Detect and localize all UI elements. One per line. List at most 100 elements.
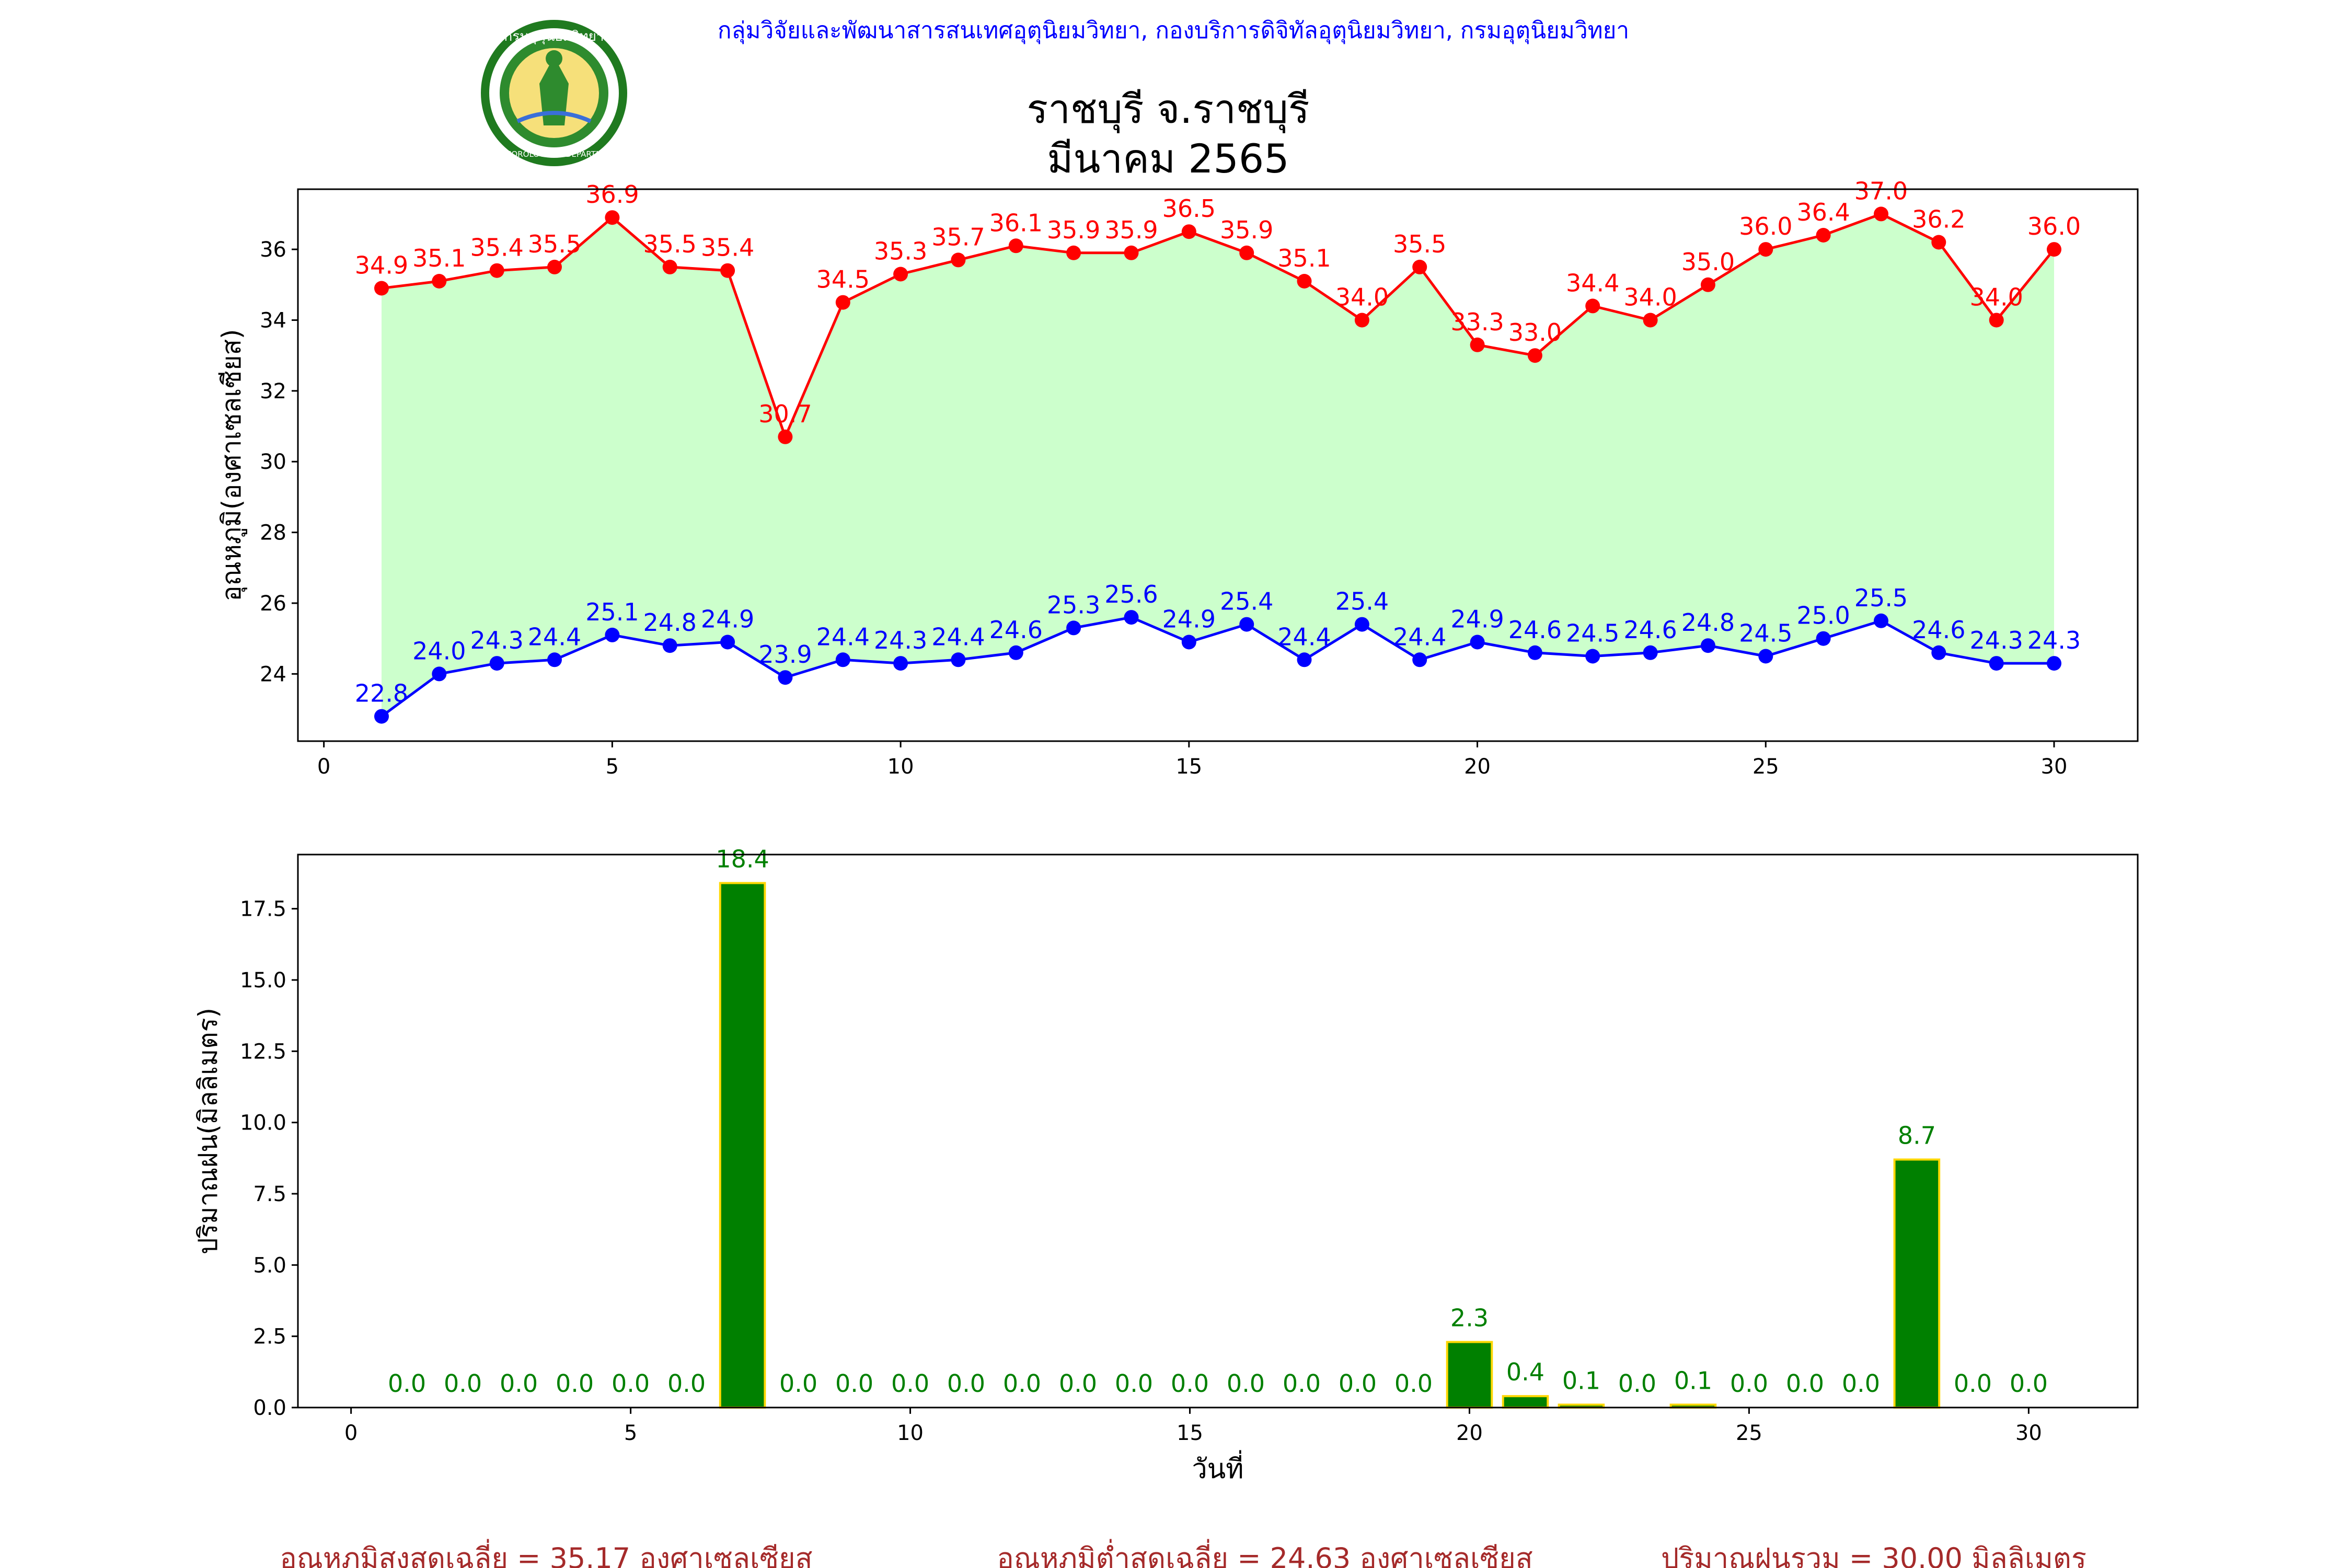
min-temperature-label: 24.8: [643, 608, 696, 637]
max-temperature-point: [1354, 313, 1369, 328]
rainfall-bar: [1502, 1395, 1549, 1409]
temperature-plot-frame: [297, 188, 2139, 742]
max-temperature-point: [1758, 242, 1773, 257]
max-temperature-label: 35.5: [528, 230, 581, 258]
temperature-y-tick-label: 28: [260, 521, 286, 545]
min-temperature-point: [778, 670, 793, 685]
min-temperature-point: [1816, 631, 1831, 646]
max-temperature-point: [1989, 313, 2004, 328]
rainfall-y-tick-label: 12.5: [240, 1040, 286, 1064]
max-temperature-point: [778, 429, 793, 444]
temperature-x-tick-label: 0: [317, 755, 330, 779]
min-temperature-label: 25.6: [1104, 580, 1158, 608]
min-temperature-point: [1931, 645, 1946, 660]
rainfall-chart: 0.0 0.0 0.0 0.0 0.0 0.0 18.4 0.0 0.0 0.0 0.0 0.0 0.0…: [193, 845, 2139, 1485]
max-temperature-label: 35.1: [1277, 244, 1331, 272]
max-temperature-label: 33.3: [1450, 308, 1504, 336]
rainfall-x-tick-label: 10: [897, 1421, 924, 1445]
max-temperature-label: 35.7: [931, 223, 985, 251]
max-temperature-point: [1874, 206, 1888, 222]
max-temperature-label: 35.4: [470, 234, 523, 262]
max-temperature-point: [1181, 224, 1196, 239]
credit-line: กลุ่มวิจัยและพัฒนาสารสนเทศอุตุนิยมวิทยา,…: [718, 17, 1629, 44]
max-temperature-point: [547, 259, 562, 274]
temperature-x-tick-label: 10: [887, 755, 914, 779]
min-temperature-label: 22.8: [355, 679, 408, 708]
min-temperature-label: 24.8: [1681, 608, 1735, 637]
min-temperature-point: [1124, 610, 1139, 625]
max-temperature-label: 36.9: [585, 180, 639, 209]
min-temperature-point: [374, 709, 389, 724]
max-temperature-label: 34.9: [355, 251, 408, 280]
temperature-x-tick-label: 15: [1175, 755, 1202, 779]
rainfall-label: 0.1: [1674, 1367, 1712, 1395]
temperature-y-tick-label: 30: [260, 450, 286, 474]
temperature-data-labels: 34.9 35.1 35.4 35.536.935.5 35.430.734.535.3…: [355, 177, 2081, 707]
max-temperature-label: 34.0: [1623, 283, 1677, 312]
min-temperature-label: 24.6: [1508, 616, 1562, 644]
rainfall-label: 0.0: [1115, 1369, 1153, 1398]
max-temperature-series: [374, 206, 2061, 444]
min-temperature-label: 24.4: [931, 622, 985, 651]
max-temperature-label: 36.1: [989, 209, 1043, 237]
rainfall-plot-frame: [297, 854, 2139, 1409]
max-temperature-label: 33.0: [1508, 318, 1562, 347]
max-temperature-point: [1931, 235, 1946, 250]
min-temperature-label: 24.5: [1566, 619, 1619, 648]
rainfall-label: 0.0: [1003, 1369, 1041, 1398]
min-temperature-label: 24.3: [874, 626, 927, 654]
min-temperature-label: 24.9: [1450, 605, 1504, 633]
min-temperature-point: [2047, 656, 2061, 671]
min-temperature-label: 25.4: [1335, 587, 1389, 616]
min-temperature-point: [1239, 617, 1254, 632]
min-temperature-label: 24.3: [2027, 626, 2081, 654]
rainfall-label: 0.0: [612, 1369, 650, 1398]
min-temperature-label: 24.4: [1277, 622, 1331, 651]
rainfall-label: 0.0: [556, 1369, 594, 1398]
max-temperature-label: 35.9: [1104, 216, 1158, 244]
min-temperature-line: [381, 616, 2054, 718]
temperature-y-tick-label: 24: [260, 662, 286, 686]
min-temperature-point: [547, 652, 562, 667]
min-temperature-point: [1989, 656, 2004, 671]
max-temperature-point: [1585, 298, 1600, 314]
logo-deity-figure: [539, 56, 569, 125]
rainfall-label: 0.0: [835, 1369, 873, 1398]
rainfall-x-axis-label: วันที่: [1192, 1450, 1243, 1485]
max-temperature-label: 35.4: [701, 234, 754, 262]
max-temperature-point: [1239, 245, 1254, 260]
max-temperature-point: [1297, 274, 1312, 289]
max-temperature-point: [2047, 242, 2061, 257]
max-temperature-label: 35.5: [643, 230, 696, 258]
rainfall-label: 0.0: [1730, 1369, 1768, 1398]
min-temperature-point: [432, 666, 447, 682]
min-temperature-point: [1181, 635, 1196, 650]
min-temperature-point: [489, 656, 504, 671]
max-temperature-label: 34.0: [1335, 283, 1389, 312]
rainfall-x-tick-label: 5: [624, 1421, 637, 1445]
min-temperature-point: [893, 656, 908, 671]
temperature-y-tick-label: 36: [260, 238, 286, 262]
temperature-y-axis-label: อุณหภูมิ(องศาเซลเซียส): [216, 329, 247, 601]
min-temperature-label: 24.6: [1623, 616, 1677, 644]
rainfall-y-tick-label: 17.5: [240, 897, 286, 921]
max-temperature-point: [489, 263, 504, 278]
rainfall-label: 0.0: [779, 1369, 817, 1398]
min-temperature-point: [1758, 649, 1773, 664]
rainfall-y-tick-label: 10.0: [240, 1111, 286, 1135]
max-temperature-point: [1527, 348, 1542, 363]
min-temperature-point: [1874, 613, 1888, 628]
min-temperature-point: [951, 652, 966, 667]
max-temperature-point: [605, 210, 620, 225]
max-temperature-label: 36.0: [1739, 212, 1792, 240]
temperature-x-tick-label: 20: [1464, 755, 1491, 779]
min-temperature-label: 25.5: [1854, 584, 1908, 612]
min-temperature-series: [374, 610, 2061, 724]
rainfall-axes: 0 5 10 15 20 25 30 0.0 2.5 5.0 7.5 10.0 12.5 15.0 17.5: [240, 854, 2139, 1445]
rainfall-x-tick-label: 25: [1736, 1421, 1762, 1445]
max-temperature-label: 34.0: [1969, 283, 2023, 312]
temperature-y-tick-label: 32: [260, 379, 286, 403]
max-temperature-point: [1008, 238, 1023, 253]
max-temperature-label: 37.0: [1854, 177, 1908, 205]
min-temperature-label: 25.4: [1220, 587, 1273, 616]
